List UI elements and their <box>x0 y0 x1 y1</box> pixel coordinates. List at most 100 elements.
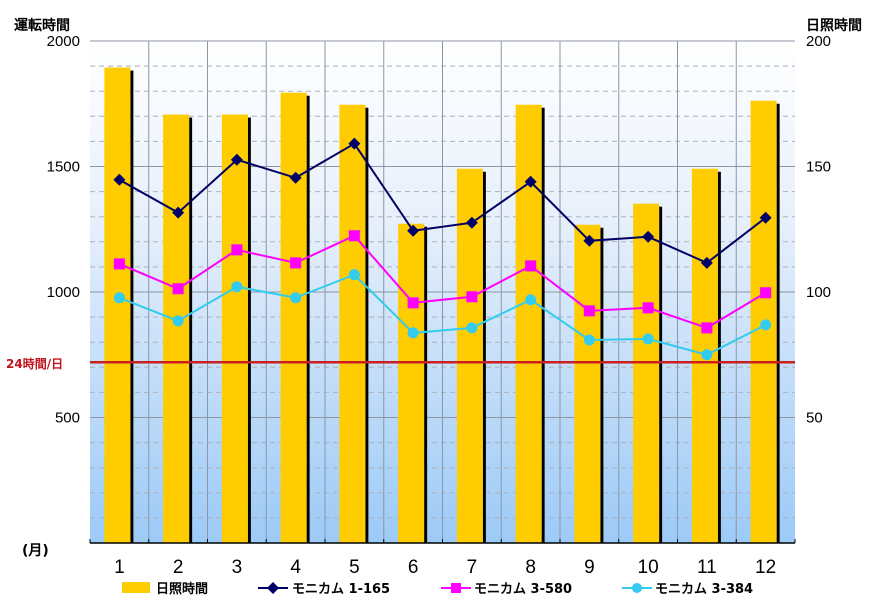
circle-point <box>172 315 184 327</box>
right-tick-label: 150 <box>806 159 831 176</box>
square-point <box>231 244 243 256</box>
square-point <box>172 283 184 295</box>
series-line-3 <box>119 273 767 356</box>
series-line-2 <box>118 234 767 329</box>
bar-shadow <box>247 117 251 543</box>
bar-shadow <box>424 226 428 543</box>
reference-line-label: 24時間/日 <box>6 356 63 371</box>
bar-sunshine-9 <box>574 224 601 543</box>
x-axis-unit-label: (月) <box>22 543 49 559</box>
circle-point <box>407 327 419 339</box>
bar-sunshine-3 <box>221 114 248 543</box>
axes <box>89 539 796 544</box>
right-tick-label: 50 <box>806 410 823 427</box>
bar-shadow <box>541 107 545 543</box>
left-axis-ticks: 500 1000 1500 2000 <box>47 33 80 427</box>
bar-shadow <box>600 227 604 543</box>
circle-point <box>701 349 713 361</box>
circle-point <box>642 333 654 345</box>
circle-point <box>583 334 595 346</box>
grid <box>90 40 795 543</box>
square-point <box>701 322 713 334</box>
legend-item-series-1: モニカム 1-165 <box>258 582 390 597</box>
square-point <box>466 291 478 303</box>
circle-point <box>760 319 772 331</box>
diamond-point <box>583 234 596 247</box>
square-point <box>760 287 772 299</box>
square-point <box>113 258 125 270</box>
bar-shadow <box>130 70 134 543</box>
square-point <box>348 230 360 242</box>
bar-sunshine-5 <box>339 104 366 543</box>
bar-shadow <box>189 117 193 543</box>
legend-label-series-3: モニカム 3-384 <box>655 582 753 597</box>
diamond-marker-icon <box>267 582 279 594</box>
x-tick-label: 6 <box>408 557 419 578</box>
bar-sunshine-8 <box>515 104 542 543</box>
series-line-1 <box>118 142 767 265</box>
bar-sunshine-7 <box>456 168 483 543</box>
right-tick-label: 100 <box>806 284 831 301</box>
diamond-point <box>348 137 361 150</box>
bar-sunshine-10 <box>633 203 660 543</box>
bar-sunshine-1 <box>104 67 131 543</box>
square-marker-icon <box>451 583 461 593</box>
circle-point <box>525 294 537 306</box>
x-tick-label: 1 <box>114 557 125 578</box>
line-series <box>113 137 772 361</box>
x-tick-label: 12 <box>755 557 776 578</box>
diamond-point <box>524 175 537 188</box>
bar-shadow <box>365 107 369 543</box>
left-tick-label: 1500 <box>47 159 80 176</box>
x-tick-label: 7 <box>467 557 478 578</box>
legend-label-series-1: モニカム 1-165 <box>292 582 390 597</box>
right-tick-label: 200 <box>806 33 831 50</box>
left-axis-title: 運転時間 <box>14 17 70 34</box>
x-tick-label: 11 <box>697 557 717 578</box>
circle-point <box>466 322 478 334</box>
right-axis-title: 日照時間 <box>806 17 862 34</box>
bar-sunshine-4 <box>280 92 307 544</box>
legend-label-sunshine: 日照時間 <box>156 581 208 597</box>
x-tick-label: 9 <box>584 557 595 578</box>
legend-label-series-2: モニカム 3-580 <box>474 582 572 597</box>
bar-shadow <box>659 206 663 543</box>
legend-item-series-2: モニカム 3-580 <box>441 582 572 597</box>
square-point <box>407 297 419 309</box>
square-point <box>583 305 595 317</box>
left-tick-label: 2000 <box>47 33 80 50</box>
diamond-point <box>465 216 478 229</box>
bar-shadow <box>482 171 486 543</box>
diamond-point <box>700 256 713 269</box>
bar-shadow <box>306 95 310 544</box>
circle-marker-icon <box>632 583 642 593</box>
legend-swatch-bar <box>122 582 150 593</box>
square-point <box>290 257 302 269</box>
x-tick-label: 4 <box>290 557 301 578</box>
circle-point <box>290 292 302 304</box>
circle-point <box>231 281 243 293</box>
square-point <box>642 302 654 314</box>
left-tick-label: 1000 <box>47 284 80 301</box>
bar-sunshine-2 <box>163 114 190 543</box>
diamond-point <box>113 173 126 186</box>
circle-point <box>348 269 360 281</box>
x-tick-label: 3 <box>232 557 243 578</box>
diamond-point <box>642 230 655 243</box>
x-axis-ticks: 1 2 3 4 5 6 7 8 9 10 11 12 <box>114 557 776 578</box>
x-tick-label: 5 <box>349 557 360 578</box>
x-tick-label: 2 <box>173 557 184 578</box>
right-axis-ticks: 50 100 150 200 <box>806 33 831 427</box>
left-tick-label: 500 <box>55 410 80 427</box>
circle-point <box>113 292 125 304</box>
bar-sunshine-6 <box>398 223 425 543</box>
diamond-point <box>407 224 420 237</box>
diamond-point <box>172 206 185 219</box>
legend-item-sunshine: 日照時間 <box>122 581 208 597</box>
bar-shadow <box>776 103 780 543</box>
legend-item-series-3: モニカム 3-384 <box>622 582 753 597</box>
x-tick-label: 8 <box>525 557 536 578</box>
bar-shadow <box>717 171 721 543</box>
legend: 日照時間 モニカム 1-165 モニカム 3-580 モニカム 3-384 <box>122 581 753 597</box>
